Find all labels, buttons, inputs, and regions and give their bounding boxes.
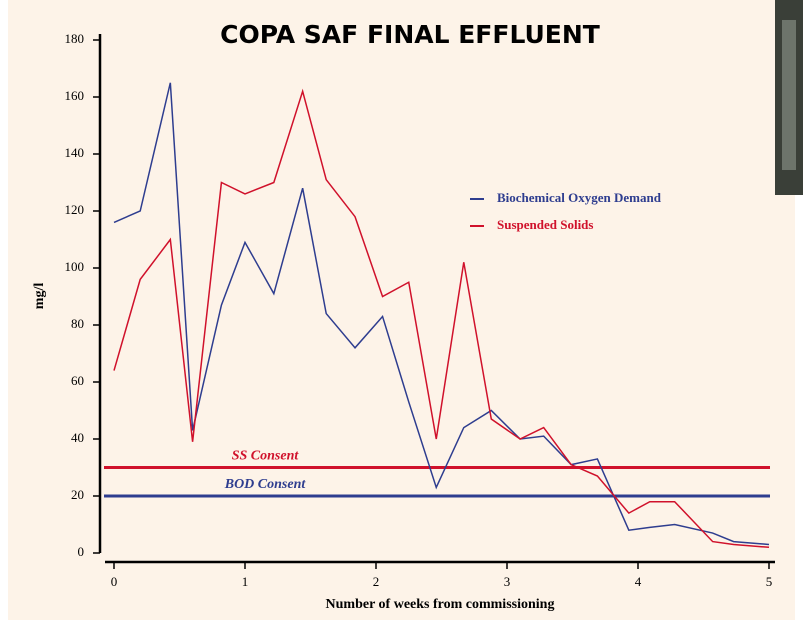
y-tick-label: 40 [71, 430, 84, 445]
chart-background [8, 0, 795, 620]
reference-label: SS Consent [232, 449, 300, 464]
photo-detail [782, 20, 796, 170]
y-tick-label: 180 [65, 31, 85, 46]
y-axis-label: mg/l [32, 283, 47, 310]
legend-label: Biochemical Oxygen Demand [497, 190, 662, 205]
y-tick-label: 140 [65, 145, 85, 160]
x-tick-label: 3 [504, 574, 511, 589]
y-tick-label: 80 [71, 316, 84, 331]
x-tick-label: 4 [635, 574, 642, 589]
chart-title: COPA SAF FINAL EFFLUENT [220, 20, 600, 49]
x-tick-label: 5 [766, 574, 773, 589]
reference-label: BOD Consent [224, 477, 307, 492]
legend-label: Suspended Solids [497, 217, 593, 232]
x-axis-label: Number of weeks from commissioning [326, 597, 555, 612]
y-tick-label: 120 [65, 202, 85, 217]
x-tick-label: 2 [373, 574, 380, 589]
x-tick-label: 0 [111, 574, 118, 589]
chart: COPA SAF FINAL EFFLUENT Number of weeks … [0, 0, 803, 631]
y-tick-label: 20 [71, 487, 84, 502]
y-tick-label: 0 [78, 544, 85, 559]
y-tick-label: 60 [71, 373, 84, 388]
y-tick-label: 160 [65, 88, 85, 103]
y-tick-label: 100 [65, 259, 85, 274]
x-tick-label: 1 [242, 574, 249, 589]
